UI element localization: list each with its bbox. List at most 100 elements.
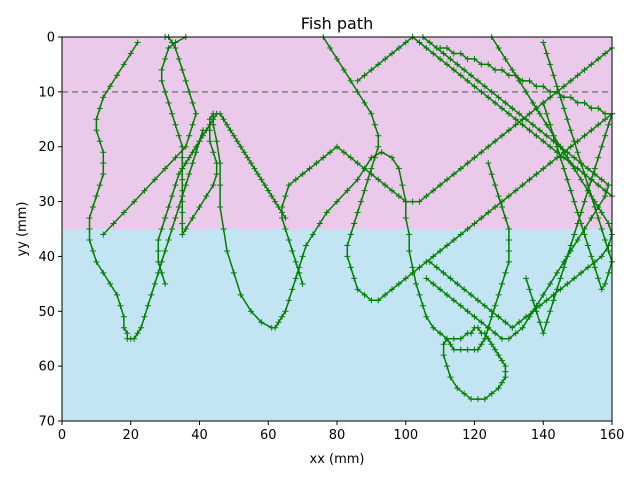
series-8-point-25 [526, 127, 533, 134]
series-0-point-42 [258, 319, 265, 326]
series-4-point-52 [285, 236, 292, 243]
series-4-point-30 [402, 198, 409, 205]
series-5-point-26 [598, 176, 605, 183]
series-9-point-5 [557, 94, 564, 101]
series-0-point-112 [474, 346, 481, 353]
series-0-point-45 [275, 319, 282, 326]
series-3-point-40 [471, 220, 478, 227]
series-7-line [429, 36, 613, 329]
series-5-point-48 [464, 308, 471, 315]
series-10-point-2 [120, 209, 127, 216]
series-3-point-14 [361, 187, 368, 194]
series-5-point-53 [430, 280, 437, 287]
series-1-point-8 [93, 127, 100, 134]
series-3-point-1 [327, 44, 334, 51]
series-1-point-20 [93, 258, 100, 265]
series-4-point-31 [395, 193, 402, 200]
series-1-point-43 [175, 204, 182, 211]
series-6-point-5 [471, 55, 478, 62]
chart-title: Fish path [301, 14, 373, 33]
series-1-point-23 [114, 291, 120, 298]
series-2-point-33 [254, 171, 261, 178]
series-0-point-9 [172, 121, 179, 128]
series-10-point-1 [110, 220, 117, 227]
series-0-point-98 [474, 396, 481, 403]
y-tick-label-7: 70 [38, 415, 55, 430]
series-0-point-129 [488, 171, 495, 178]
series-1-point-9 [96, 138, 103, 145]
series-2 [155, 110, 289, 287]
series-9-point-33 [564, 176, 571, 183]
series-4 [279, 44, 615, 287]
series-2-point-7 [165, 204, 172, 211]
series-3-point-44 [499, 198, 505, 205]
series-10-point-10 [189, 121, 196, 128]
series-9-point-11 [578, 160, 585, 167]
series-0-point-96 [488, 390, 495, 397]
series-4-point-32 [389, 187, 395, 194]
y-tick-label-1: 10 [38, 85, 55, 100]
x-tick-label-8: 160 [600, 428, 625, 443]
series-0-point-79 [457, 335, 464, 342]
series-1-point-18 [86, 236, 93, 243]
series-7-point-40 [461, 286, 468, 293]
series-7-point-4 [516, 77, 523, 84]
series-5-point-11 [495, 94, 502, 101]
series-2-point-28 [237, 143, 244, 150]
series-9-point-12 [581, 171, 588, 178]
series-4-point-23 [450, 171, 457, 178]
series-6-point-40 [557, 275, 564, 282]
series-3-point-57 [588, 127, 595, 134]
series-4-point-38 [347, 154, 354, 161]
series-0-point-108 [450, 346, 457, 353]
series-0-point-53 [303, 242, 310, 249]
series-4-point-53 [289, 247, 296, 254]
series-10-point-14 [182, 77, 189, 84]
series-5-point-24 [584, 165, 591, 172]
y-tick-label-5: 50 [38, 305, 55, 320]
series-2-point-35 [261, 182, 268, 189]
series-2-point-30 [244, 154, 251, 161]
series-1-point-22 [107, 280, 114, 287]
series-10-point-18 [169, 39, 175, 46]
series-4-point-41 [327, 149, 334, 156]
series-4-point-47 [285, 182, 292, 189]
series-5-point-21 [564, 149, 571, 156]
series-4-point-24 [444, 176, 450, 183]
region-band-0 [62, 37, 612, 229]
series-3-point-36 [444, 242, 450, 249]
series-0-point-120 [502, 269, 509, 276]
series-3-point-25 [368, 297, 375, 304]
series-0-point-113 [478, 341, 485, 348]
series-8-point-35 [595, 182, 602, 189]
series-8-point-11 [430, 50, 437, 57]
series-8-point-17 [471, 83, 478, 90]
series-0-point-127 [495, 193, 502, 200]
series-3-point-9 [375, 132, 382, 139]
series-1-point-46 [186, 171, 193, 178]
series-1-point-25 [120, 313, 127, 320]
series-0-point-49 [289, 286, 296, 293]
series-0-point-54 [309, 231, 316, 238]
series-0-point-19 [179, 231, 186, 238]
series-9-point-14 [588, 193, 595, 200]
series-0-point-4 [158, 66, 165, 73]
series-7-point-26 [557, 286, 564, 293]
series-9-point-37 [550, 132, 557, 139]
series-8-point-3 [375, 61, 382, 68]
series-10-point-0 [100, 231, 107, 238]
series-7 [426, 34, 615, 331]
series-0-point-73 [419, 302, 426, 309]
series-0-point-81 [468, 330, 475, 337]
series-9-point-34 [560, 165, 567, 172]
series-4-point-20 [471, 154, 478, 161]
series-8-point-1 [361, 72, 368, 79]
series-3-point-2 [334, 55, 340, 62]
series-8-point-7 [402, 39, 409, 46]
series-8-point-16 [464, 77, 471, 84]
series-8-point-24 [519, 121, 526, 128]
series-0-point-93 [502, 374, 509, 381]
series-4-point-3 [588, 61, 595, 68]
series-9-point-2 [547, 61, 554, 68]
series-0-point-56 [323, 209, 330, 216]
